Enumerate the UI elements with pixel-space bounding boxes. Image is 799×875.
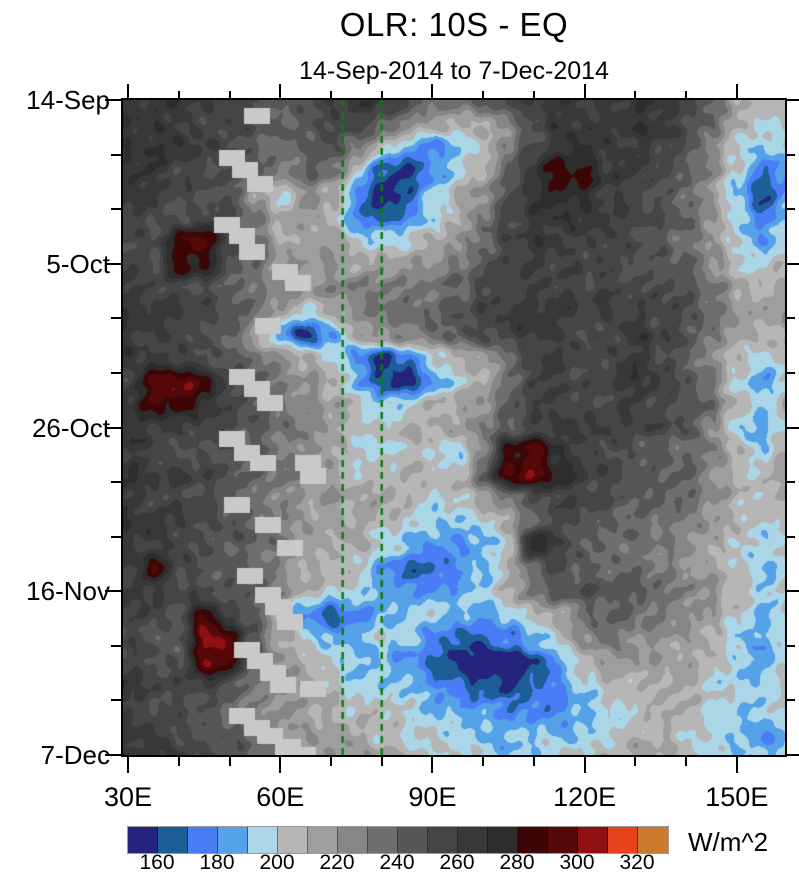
axis-tick <box>330 91 332 98</box>
x-axis-tick-label: 30E <box>104 782 153 812</box>
axis-tick <box>787 645 795 647</box>
axis-tick <box>105 99 121 101</box>
axis-tick <box>634 757 636 766</box>
axis-tick <box>105 754 121 756</box>
colorbar-cell <box>548 827 578 853</box>
colorbar-tick-label: 280 <box>499 851 535 874</box>
axis-tick <box>736 757 738 773</box>
axis-tick <box>431 84 433 98</box>
axis-tick <box>111 645 121 647</box>
colorbar-tick-label: 320 <box>619 851 655 874</box>
axis-tick <box>105 263 121 265</box>
colorbar-cell <box>638 827 668 853</box>
axis-tick <box>111 699 121 701</box>
colorbar-cell <box>518 827 548 853</box>
colorbar-cell <box>398 827 428 853</box>
y-axis-tick-label: 26-Oct <box>31 412 110 443</box>
colorbar-cell <box>218 827 248 853</box>
axis-tick <box>787 154 795 156</box>
colorbar-tick-label: 300 <box>559 851 595 874</box>
colorbar-cell <box>308 827 338 853</box>
y-axis-tick-label: 5-Oct <box>46 248 110 279</box>
axis-tick <box>279 757 281 773</box>
axis-tick <box>533 91 535 98</box>
colorbar-units-label: W/m^2 <box>688 827 769 857</box>
axis-tick <box>685 91 687 98</box>
colorbar-cell <box>278 827 308 853</box>
axis-tick <box>111 372 121 374</box>
axis-tick <box>787 481 795 483</box>
axis-tick <box>787 317 795 319</box>
colorbar-cell <box>458 827 488 853</box>
axis-tick <box>787 208 795 210</box>
colorbar-cell <box>248 827 278 853</box>
axis-tick <box>111 481 121 483</box>
axis-tick <box>127 84 129 98</box>
axis-tick <box>229 757 231 766</box>
colorbar-cell <box>128 827 158 853</box>
axis-tick <box>178 757 180 766</box>
axis-tick <box>111 317 121 319</box>
axis-tick <box>105 427 121 429</box>
x-axis-tick-label: 150E <box>705 782 769 812</box>
axis-tick <box>533 757 535 766</box>
colorbar-tick-label: 160 <box>139 851 175 874</box>
colorbar-tick-label: 240 <box>379 851 415 874</box>
y-axis-tick-label: 7-Dec <box>40 740 110 770</box>
axis-tick <box>330 757 332 766</box>
colorbar-tick-label: 260 <box>439 851 475 874</box>
y-axis-tick-label: 16-Nov <box>26 576 110 607</box>
x-axis-tick-label: 120E <box>553 782 617 812</box>
axis-tick <box>736 84 738 98</box>
colorbar-cell <box>188 827 218 853</box>
axis-tick <box>482 757 484 766</box>
axis-tick <box>787 590 799 592</box>
axis-tick <box>381 91 383 98</box>
axis-tick <box>787 427 799 429</box>
axis-tick <box>279 84 281 98</box>
colorbar-tick-label: 200 <box>259 851 295 874</box>
plot-frame <box>121 98 787 757</box>
axis-tick <box>482 91 484 98</box>
colorbar-cell <box>338 827 368 853</box>
axis-tick <box>381 757 383 766</box>
x-axis-tick-label: 60E <box>256 782 305 812</box>
axis-tick <box>105 590 121 592</box>
axis-tick <box>127 757 129 773</box>
colorbar-tick-label: 220 <box>319 851 355 874</box>
colorbar-cell <box>368 827 398 853</box>
axis-tick <box>634 91 636 98</box>
axis-tick <box>787 699 795 701</box>
colorbar-cell <box>488 827 518 853</box>
axis-tick <box>787 536 795 538</box>
colorbar-cell <box>158 827 188 853</box>
x-axis-tick-label: 90E <box>408 782 457 812</box>
colorbar <box>127 826 669 854</box>
axis-tick <box>787 372 795 374</box>
axis-tick <box>584 84 586 98</box>
axis-tick <box>111 536 121 538</box>
page-title: OLR: 10S - EQ <box>339 6 569 43</box>
axis-tick <box>178 91 180 98</box>
axis-tick <box>787 99 799 101</box>
olr-hovmoller-field <box>123 100 785 755</box>
y-axis-tick-label: 14-Sep <box>26 85 110 115</box>
axis-tick <box>111 154 121 156</box>
axis-tick <box>431 757 433 773</box>
page-subtitle: 14-Sep-2014 to 7-Dec-2014 <box>299 57 609 85</box>
colorbar-cell <box>608 827 638 853</box>
colorbar-tick-label: 180 <box>199 851 235 874</box>
axis-tick <box>584 757 586 773</box>
axis-tick <box>229 91 231 98</box>
axis-tick <box>685 757 687 766</box>
colorbar-cell <box>428 827 458 853</box>
axis-tick <box>111 208 121 210</box>
axis-tick <box>787 754 799 756</box>
axis-tick <box>787 263 799 265</box>
colorbar-cell <box>578 827 608 853</box>
